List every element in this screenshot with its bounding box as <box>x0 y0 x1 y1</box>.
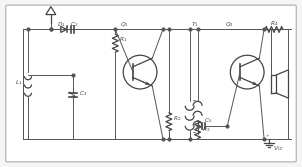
Text: $V_{CC}$: $V_{CC}$ <box>273 144 285 153</box>
Text: $Q_1$: $Q_1$ <box>120 21 129 29</box>
Text: $C_3$: $C_3$ <box>79 89 87 98</box>
Text: $R_4$: $R_4$ <box>270 20 278 28</box>
Text: $R_3$: $R_3$ <box>201 126 210 134</box>
FancyBboxPatch shape <box>6 5 296 162</box>
Text: $L_1$: $L_1$ <box>14 78 22 87</box>
Text: $R_2$: $R_2$ <box>173 114 181 123</box>
Text: $D_1$: $D_1$ <box>57 21 66 29</box>
Text: $T_1$: $T_1$ <box>191 21 198 29</box>
Text: $R_1$: $R_1$ <box>119 35 127 44</box>
Text: +: + <box>265 134 269 138</box>
Text: $Q_2$: $Q_2$ <box>225 21 234 29</box>
Text: $C_5$: $C_5$ <box>204 116 212 125</box>
Text: $C_2$: $C_2$ <box>70 21 79 29</box>
